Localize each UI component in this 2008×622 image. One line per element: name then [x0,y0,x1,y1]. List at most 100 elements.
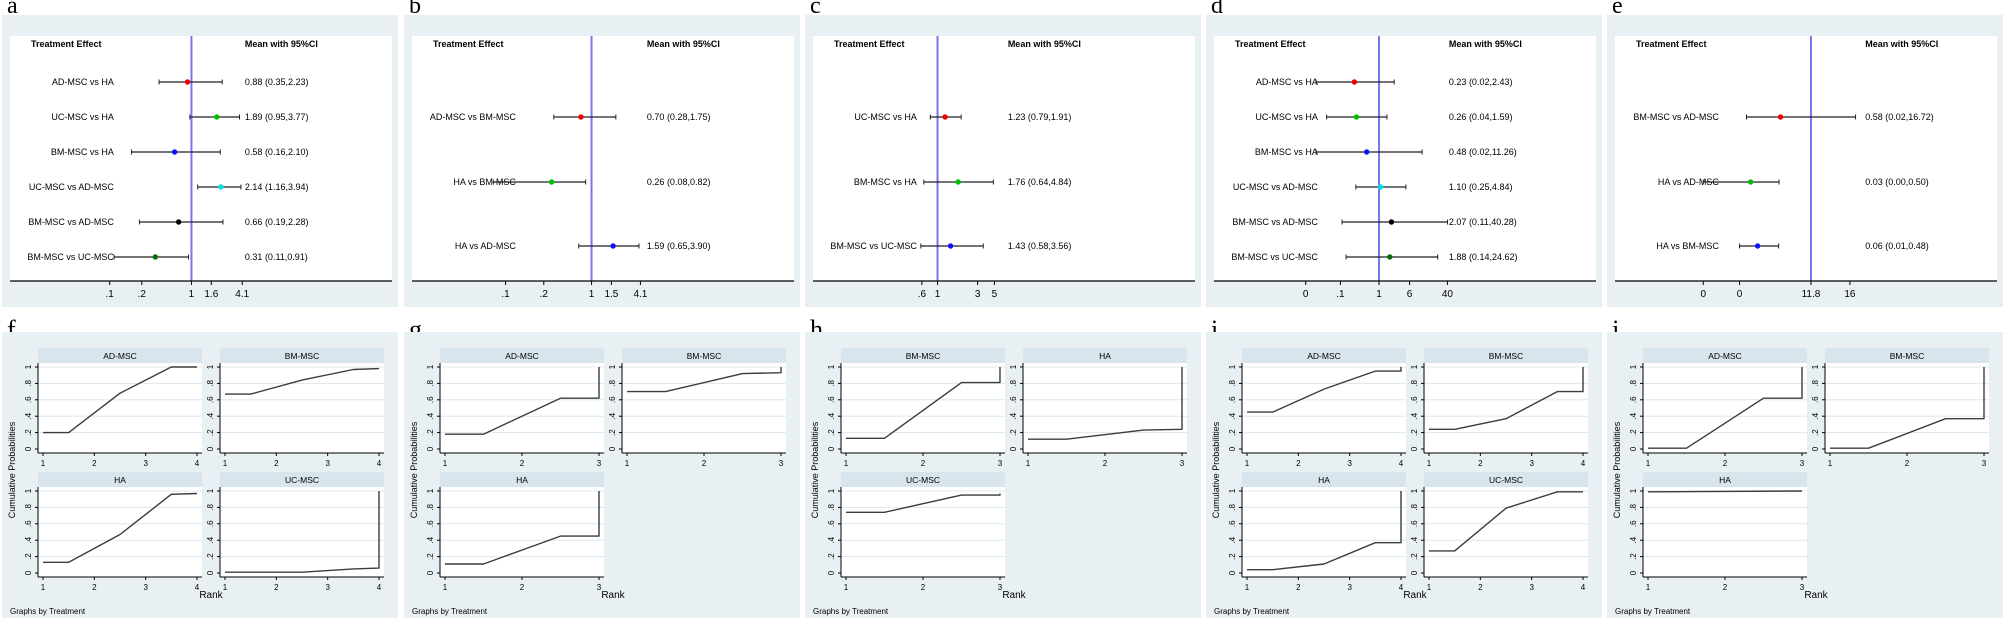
comparison-label: BM-MSC vs AD-MSC [1232,217,1318,227]
x-axis-tick-label: 4.1 [235,289,249,300]
x-axis-tick-label: .6 [918,289,927,300]
y-axis-tick-label: .6 [1228,520,1237,527]
y-axis-tick-label: 0 [1009,446,1018,451]
comparison-label: AD-MSC vs BM-MSC [430,112,516,122]
x-axis-tick-label: 2 [1296,583,1301,592]
y-axis-tick-label: .4 [1629,536,1638,543]
subplot-title-band [1424,472,1588,487]
graphs-by-treatment-note: Graphs by Treatment [1615,607,1691,616]
y-axis-tick-label: .4 [827,536,836,543]
x-axis-tick-label: 3 [1800,583,1805,592]
subplot-ad-msc: AD-MSC 0 .2 .4 .6 .8 1 1 2 3 4 [24,348,202,468]
x-axis-tick-label: 2 [274,583,279,592]
y-axis-tick-label: .6 [24,520,33,527]
panel-i: i AD-MSC 0 .2 .4 .6 .8 1 1 2 3 4 BM-MSC 0 .2 .4 .6 .8 1 1 2 3… [1206,306,1604,622]
mean-ci-value: 1.88 (0.14,24.62) [1449,252,1518,262]
y-axis-tick-label: 1 [1410,488,1419,493]
y-axis-tick-label: .2 [24,553,33,560]
forest-row: BM-MSC vs HA 0.58 (0.16,2.10) [51,147,309,157]
panel-f: f AD-MSC 0 .2 .4 .6 .8 1 1 2 3 4 BM-MSC 0 .2 .4 .6 .8 1 1 2 3… [2,306,400,622]
cumulative-probability-curve [1830,367,1985,449]
x-axis-tick-label: 0 [1700,289,1706,300]
column-header-treatment-effect: Treatment Effect [1235,39,1306,49]
y-axis-tick-label: .8 [426,504,435,511]
y-axis-tick-label: .6 [1410,520,1419,527]
cumulative-probability-curve [1429,367,1584,430]
y-axis-tick-label: 1 [24,488,33,493]
x-axis-tick-label: 2 [921,583,926,592]
x-axis-tick-label: 1 [1828,459,1833,468]
x-axis-tick-label: 4 [1399,459,1404,468]
y-axis-tick-label: .6 [24,396,33,403]
cumulative-probability-curve [1647,490,1803,493]
panel-a: a Treatment Effect Mean with 95%CI AD-MSC v… [2,0,400,312]
x-axis-tick-label: 1 [41,583,46,592]
y-axis-tick-label: .4 [1629,412,1638,419]
x-axis-tick-label: .2 [540,289,549,300]
x-axis-tick-label: 1 [589,289,595,300]
comparison-label: UC-MSC vs HA [854,112,917,122]
subplot-plot-area [440,487,604,577]
forest-plot-a: a Treatment Effect Mean with 95%CI AD-MSC v… [2,0,398,307]
x-axis-tick-label: .1 [501,289,510,300]
y-axis-tick-label: .6 [1410,396,1419,403]
x-axis-tick-label: 3 [143,583,148,592]
x-axis-tick-label: 3 [998,459,1003,468]
x-axis-tick-label: 2 [92,583,97,592]
x-axis-tick-label: 4 [1581,459,1586,468]
subplot-title: AD-MSC [1708,351,1742,361]
x-axis-tick-label: 1 [189,289,195,300]
y-axis-tick-label: 0 [206,570,215,575]
comparison-label: AD-MSC vs HA [1256,77,1318,87]
mean-ci-value: 0.03 (0.00,0.50) [1865,177,1929,187]
y-axis-tick-label: 0 [1629,570,1638,575]
y-axis-tick-label: 1 [1629,488,1638,493]
subplot-title-band [440,472,604,487]
panel-c: c Treatment Effect Mean with 95%CI UC-MSC v… [805,0,1203,312]
subplot-ha: HA 0 .2 .4 .6 .8 1 1 2 3 [1629,472,1807,592]
subplot-title: AD-MSC [1307,351,1341,361]
mean-dot [1777,114,1784,120]
y-axis-tick-label: .4 [608,412,617,419]
x-axis-tick-label: .1 [106,289,115,300]
comparison-label: HA vs AD-MSC [455,241,517,251]
y-axis-tick-label: .2 [1228,429,1237,436]
x-axis-tick-label: 1 [1026,459,1031,468]
forest-plot-c: c Treatment Effect Mean with 95%CI UC-MSC v… [805,0,1201,307]
x-axis-tick-label: 2 [921,459,926,468]
mean-ci-value: 0.58 (0.02,16.72) [1865,112,1934,122]
subplot-plot-area [220,487,384,577]
y-axis-tick-label: 1 [426,488,435,493]
comparison-label: BM-MSC vs AD-MSC [28,217,114,227]
subplot-plot-area [1643,487,1807,577]
x-axis-tick-label: 2 [1103,459,1108,468]
subplot-bm-msc: BM-MSC 0 .2 .4 .6 .8 1 1 2 3 [1811,348,1989,468]
y-axis-title: Cumulative Probabilities [1211,421,1221,518]
graphs-by-treatment-note: Graphs by Treatment [412,607,488,616]
mean-ci-value: 0.58 (0.16,2.10) [245,147,309,157]
x-axis-tick-label: 1 [443,583,448,592]
y-axis-tick-label: .4 [1410,536,1419,543]
cumulative-probability-curve [846,367,1001,439]
x-axis-tick-label: 2 [1723,583,1728,592]
forest-row: HA vs AD-MSC 1.59 (0.65,3.90) [455,241,711,251]
y-axis-tick-label: .4 [206,412,215,419]
subplot-title-band [1424,348,1588,363]
subplot-title: HA [1719,475,1731,485]
subplot-title: HA [1099,351,1111,361]
y-axis-tick-label: 1 [827,364,836,369]
x-axis-tick-label: 3 [597,583,602,592]
subplot-title-band [1643,472,1807,487]
panel-letter: a [7,0,18,19]
forest-plot-b: b Treatment Effect Mean with 95%CI AD-MSC v… [404,0,800,307]
y-axis-tick-label: 0 [1811,446,1820,451]
y-axis-tick-label: .8 [426,380,435,387]
comparison-label: UC-MSC vs AD-MSC [29,182,114,192]
mean-dot [1353,114,1360,120]
x-axis-tick-label: 1 [223,459,228,468]
y-axis-tick-label: .6 [1811,396,1820,403]
mean-dot [578,114,584,120]
y-axis-tick-label: .4 [206,536,215,543]
